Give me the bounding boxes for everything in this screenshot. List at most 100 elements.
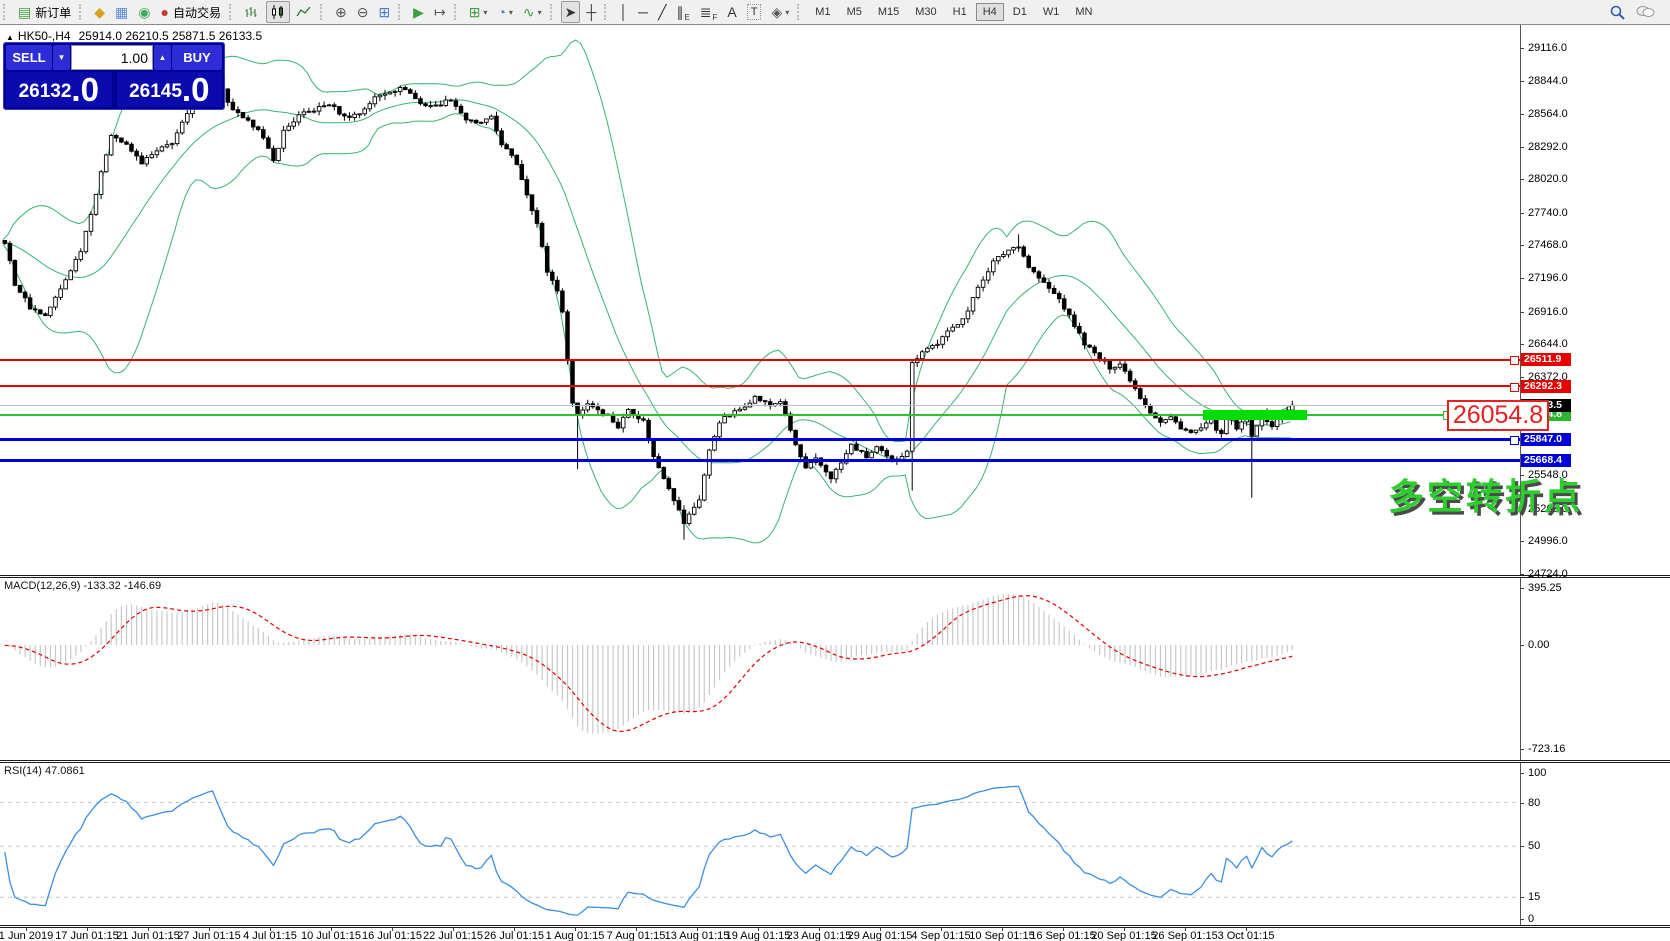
horizontal-line-icon[interactable]: ─ — [638, 4, 648, 20]
time-axis[interactable]: 1 Jun 2019 17 Jun 01:15 21 Jun 01:15 27 Jun… — [0, 928, 1670, 941]
line-handle[interactable] — [1510, 436, 1519, 445]
date-tick — [1063, 928, 1064, 931]
candle-body — [828, 471, 834, 480]
macd-pane[interactable] — [0, 578, 1520, 760]
candle-body — [489, 115, 494, 120]
fibonacci-icon[interactable]: ≣ F — [699, 4, 718, 22]
tile-windows-icon[interactable]: ⊞ — [378, 4, 391, 20]
candle-body — [823, 464, 829, 473]
volume-input[interactable] — [71, 45, 153, 70]
candle-body — [463, 112, 469, 121]
timeframe-button-m5[interactable]: M5 — [846, 6, 862, 18]
date-tick — [148, 928, 149, 931]
indicators-icon[interactable]: ∿ ▾ — [522, 4, 542, 20]
timeframe-button-mn[interactable]: MN — [1075, 6, 1093, 18]
line-chart-icon[interactable] — [292, 1, 316, 23]
sell-button[interactable]: SELL — [6, 45, 52, 70]
date-label: 4 Sep 01:15 — [911, 930, 971, 941]
price-line-26133.5[interactable] — [0, 404, 1520, 406]
trendline-icon[interactable]: ╱ — [658, 4, 667, 20]
candle-body — [798, 444, 803, 458]
candle-body — [17, 284, 23, 293]
crosshair-icon[interactable]: ┼ — [586, 4, 597, 20]
price-tick-label: 26372.0 — [1528, 370, 1568, 383]
candle-body — [73, 258, 79, 272]
vertical-line-icon[interactable]: │ — [619, 4, 629, 20]
candle-body — [712, 436, 717, 451]
price-line-26292.3[interactable] — [0, 385, 1520, 388]
pane-separator[interactable] — [0, 925, 1670, 928]
pane-separator[interactable] — [0, 760, 1670, 763]
auto-scroll-icon[interactable]: ▶ — [413, 4, 424, 20]
arrows-icon[interactable]: ◈ ▾ — [771, 4, 790, 20]
volume-increase-button[interactable]: ▲ — [154, 45, 171, 70]
timeframe-button-h4[interactable]: H4 — [975, 3, 1004, 21]
chat-icon[interactable] — [1632, 1, 1659, 23]
buy-price[interactable]: 26145.0 — [116, 72, 222, 107]
candle-body — [879, 446, 884, 451]
candle-body — [154, 150, 160, 156]
date-tick — [880, 928, 881, 931]
buy-button[interactable]: BUY — [172, 45, 222, 70]
candle-body — [332, 104, 337, 107]
line-handle[interactable] — [1510, 356, 1519, 366]
price-line-25668.4[interactable] — [0, 459, 1520, 463]
price-line-25847.0[interactable] — [0, 438, 1520, 441]
candle-body — [762, 400, 768, 403]
candle-body — [519, 164, 525, 181]
zoom-out-icon[interactable]: ⊖ — [356, 4, 369, 20]
price-line-26511.9[interactable] — [0, 358, 1520, 361]
period-icon[interactable]: ◔ ▾ — [497, 4, 513, 20]
price-callout-label[interactable]: 26054.8 — [1447, 400, 1549, 431]
bar-chart-icon[interactable] — [240, 1, 264, 23]
timeframe-button-d1[interactable]: D1 — [1012, 6, 1027, 18]
autotrading-button[interactable]: ● 自动交易 — [160, 4, 221, 20]
sell-price[interactable]: 26132.0 — [6, 72, 112, 107]
timeframe-button-h1[interactable]: H1 — [952, 6, 967, 18]
profile-icon[interactable]: ◆ — [94, 4, 106, 20]
chart-shift-icon[interactable]: ↦ — [433, 4, 446, 20]
date-tick — [636, 928, 637, 931]
candle-body — [1041, 277, 1047, 283]
toolbar-group-handle — [228, 4, 235, 20]
timeframe-button-w1[interactable]: W1 — [1042, 6, 1060, 18]
timeframe-button-m30[interactable]: M30 — [915, 6, 937, 18]
date-tick — [1002, 928, 1003, 931]
pane-separator[interactable] — [0, 575, 1670, 578]
timeframe-button-m1[interactable]: M1 — [815, 6, 831, 18]
date-tick — [209, 928, 210, 931]
signals-icon[interactable]: ◉ — [138, 4, 151, 20]
candle-body — [1239, 421, 1244, 430]
timeframe-button-m15[interactable]: M15 — [877, 6, 900, 18]
macd-histogram — [4, 594, 1293, 734]
support-highlight-bar[interactable] — [1203, 409, 1307, 420]
collapse-arrow-icon[interactable]: ▲ — [6, 33, 14, 42]
equidistant-channel-icon[interactable]: ∥ E — [676, 4, 690, 22]
cursor-icon[interactable]: ➤ — [560, 1, 581, 23]
candle-body — [387, 91, 393, 95]
rsi-pane[interactable] — [0, 763, 1520, 925]
candle-body — [337, 106, 342, 115]
buy-price-main: 26145 — [129, 81, 182, 102]
text-icon[interactable]: A — [727, 4, 737, 20]
candle-body — [1006, 249, 1011, 256]
price-tag-25668.4: 25668.4 — [1521, 454, 1571, 468]
candle-body — [1067, 308, 1072, 316]
turning-point-annotation[interactable]: 多空转折点 — [1388, 476, 1584, 517]
search-icon[interactable] — [1605, 1, 1630, 23]
new-order-button[interactable]: ▤ 新订单 — [18, 4, 72, 20]
zoom-in-icon[interactable]: ⊕ — [334, 4, 347, 20]
date-label: 16 Jul 01:15 — [362, 930, 422, 941]
line-handle[interactable] — [1510, 382, 1519, 392]
text-label-icon[interactable]: T — [743, 1, 766, 23]
volume-decrease-button[interactable]: ▼ — [53, 45, 70, 70]
candlestick-chart-icon[interactable] — [265, 1, 290, 23]
candle-body — [585, 403, 590, 411]
new-chart-icon[interactable]: ⊞ ▾ — [468, 4, 488, 20]
market-window-icon[interactable]: ▦ — [115, 4, 129, 20]
toolbar-group-handle — [453, 4, 460, 20]
candle-body — [301, 111, 307, 116]
price-line-26054.8[interactable] — [0, 413, 1520, 416]
candle-body — [93, 193, 99, 215]
candle-body — [727, 415, 732, 418]
